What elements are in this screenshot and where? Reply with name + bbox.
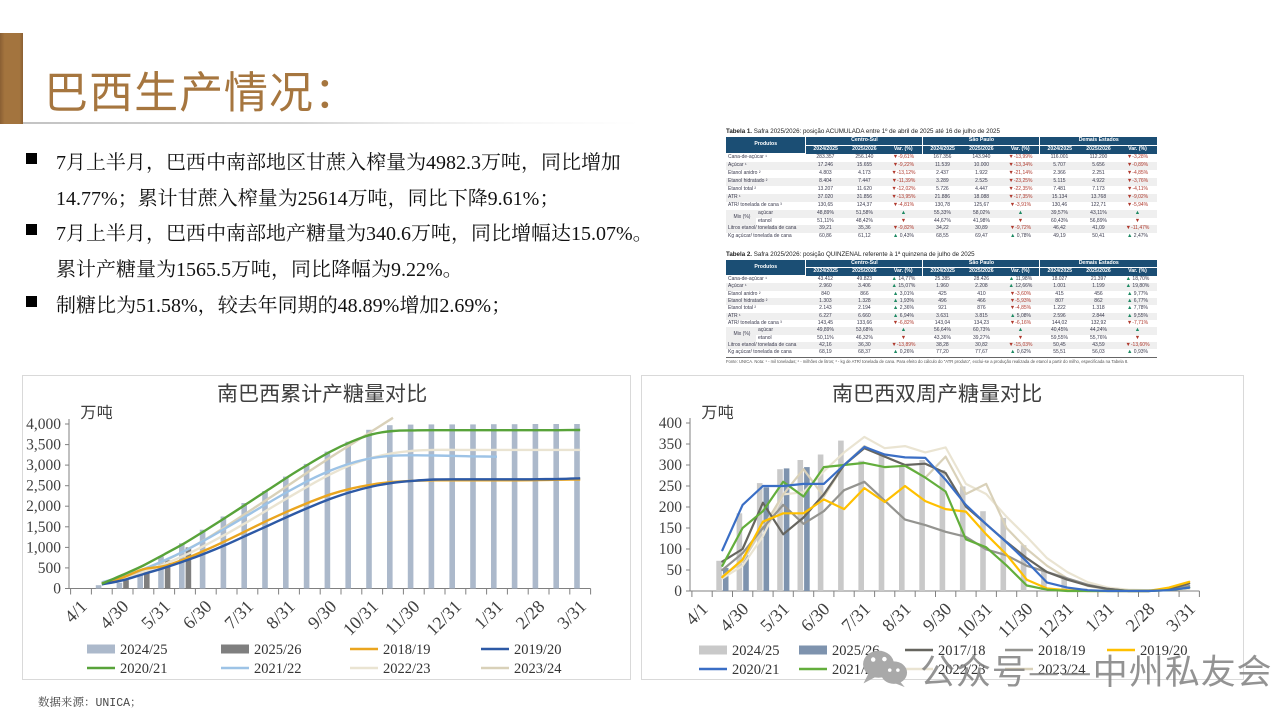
svg-text:250: 250 bbox=[659, 478, 683, 495]
svg-text:2019/20: 2019/20 bbox=[1140, 643, 1188, 659]
svg-text:200: 200 bbox=[659, 499, 683, 516]
svg-text:2018/19: 2018/19 bbox=[1038, 643, 1086, 659]
svg-text:南巴西累计产糖量对比: 南巴西累计产糖量对比 bbox=[217, 378, 427, 408]
svg-text:2021/22: 2021/22 bbox=[254, 661, 302, 677]
svg-text:2023/24: 2023/24 bbox=[1038, 662, 1086, 678]
svg-text:2024/25: 2024/25 bbox=[732, 643, 780, 659]
svg-text:2020/21: 2020/21 bbox=[732, 662, 780, 678]
svg-text:350: 350 bbox=[659, 436, 683, 453]
svg-text:2022/23: 2022/23 bbox=[383, 661, 431, 677]
svg-text:0: 0 bbox=[674, 583, 682, 600]
svg-text:1,000: 1,000 bbox=[26, 539, 61, 556]
svg-text:2017/18: 2017/18 bbox=[938, 643, 986, 659]
svg-text:2019/20: 2019/20 bbox=[514, 642, 562, 658]
svg-text:2,500: 2,500 bbox=[26, 478, 61, 495]
svg-text:2018/19: 2018/19 bbox=[383, 642, 431, 658]
svg-text:南巴西双周产糖量对比: 南巴西双周产糖量对比 bbox=[832, 378, 1042, 408]
svg-text:2023/24: 2023/24 bbox=[514, 661, 562, 677]
svg-text:50: 50 bbox=[667, 562, 683, 579]
svg-text:2024/25: 2024/25 bbox=[120, 642, 168, 658]
svg-text:150: 150 bbox=[659, 520, 683, 537]
svg-text:100: 100 bbox=[659, 541, 683, 558]
svg-text:2,000: 2,000 bbox=[26, 498, 61, 515]
svg-text:2020/21: 2020/21 bbox=[120, 661, 168, 677]
svg-text:1,500: 1,500 bbox=[26, 519, 61, 536]
svg-text:3,500: 3,500 bbox=[26, 437, 61, 454]
svg-text:500: 500 bbox=[38, 560, 62, 577]
svg-text:400: 400 bbox=[659, 415, 683, 432]
svg-text:2022/23: 2022/23 bbox=[938, 662, 986, 678]
svg-text:2025/26: 2025/26 bbox=[254, 642, 302, 658]
svg-text:0: 0 bbox=[53, 581, 61, 598]
svg-text:万吨: 万吨 bbox=[81, 399, 113, 423]
svg-text:4,000: 4,000 bbox=[26, 416, 61, 433]
svg-text:300: 300 bbox=[659, 457, 683, 474]
svg-text:万吨: 万吨 bbox=[702, 399, 734, 423]
svg-text:3,000: 3,000 bbox=[26, 457, 61, 474]
